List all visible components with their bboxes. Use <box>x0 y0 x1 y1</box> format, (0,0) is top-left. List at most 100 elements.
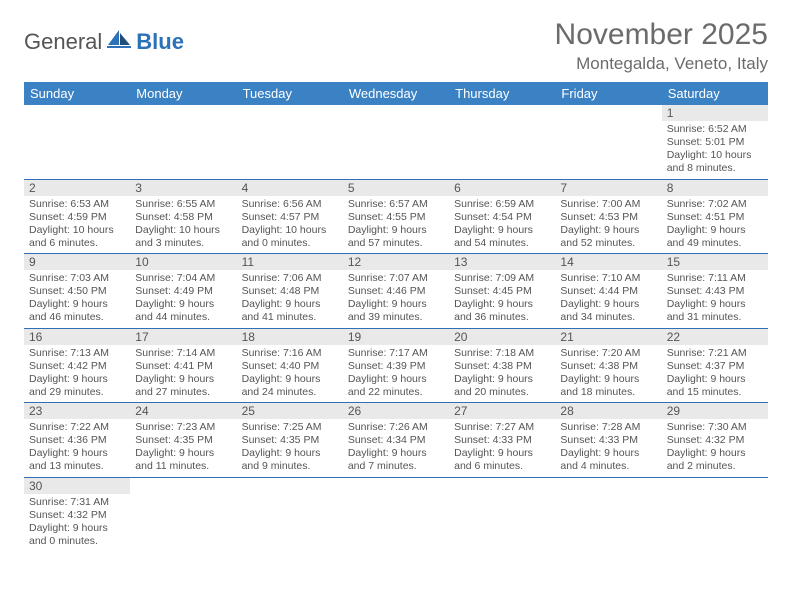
day-details: Sunrise: 7:10 AMSunset: 4:44 PMDaylight:… <box>555 270 661 328</box>
calendar-cell <box>343 105 449 179</box>
day-details: Sunrise: 7:18 AMSunset: 4:38 PMDaylight:… <box>449 345 555 403</box>
calendar-cell <box>449 477 555 551</box>
day-number: 16 <box>24 329 130 345</box>
day-number: 22 <box>662 329 768 345</box>
calendar-cell: 25Sunrise: 7:25 AMSunset: 4:35 PMDayligh… <box>237 403 343 478</box>
day-details: Sunrise: 6:52 AMSunset: 5:01 PMDaylight:… <box>662 121 768 179</box>
day-number: 12 <box>343 254 449 270</box>
day-details: Sunrise: 7:28 AMSunset: 4:33 PMDaylight:… <box>555 419 661 477</box>
day-details: Sunrise: 7:13 AMSunset: 4:42 PMDaylight:… <box>24 345 130 403</box>
day-details: Sunrise: 7:16 AMSunset: 4:40 PMDaylight:… <box>237 345 343 403</box>
calendar-cell: 15Sunrise: 7:11 AMSunset: 4:43 PMDayligh… <box>662 254 768 329</box>
calendar-cell: 28Sunrise: 7:28 AMSunset: 4:33 PMDayligh… <box>555 403 661 478</box>
day-details: Sunrise: 7:26 AMSunset: 4:34 PMDaylight:… <box>343 419 449 477</box>
day-number: 11 <box>237 254 343 270</box>
calendar-cell: 10Sunrise: 7:04 AMSunset: 4:49 PMDayligh… <box>130 254 236 329</box>
day-details: Sunrise: 7:30 AMSunset: 4:32 PMDaylight:… <box>662 419 768 477</box>
calendar-cell: 24Sunrise: 7:23 AMSunset: 4:35 PMDayligh… <box>130 403 236 478</box>
day-details: Sunrise: 7:31 AMSunset: 4:32 PMDaylight:… <box>24 494 130 552</box>
day-number: 7 <box>555 180 661 196</box>
calendar-week: 1Sunrise: 6:52 AMSunset: 5:01 PMDaylight… <box>24 105 768 179</box>
column-header: Thursday <box>449 82 555 105</box>
day-details: Sunrise: 7:22 AMSunset: 4:36 PMDaylight:… <box>24 419 130 477</box>
day-number: 24 <box>130 403 236 419</box>
day-number: 20 <box>449 329 555 345</box>
calendar-cell: 29Sunrise: 7:30 AMSunset: 4:32 PMDayligh… <box>662 403 768 478</box>
sail-icon <box>106 28 132 55</box>
day-details: Sunrise: 7:23 AMSunset: 4:35 PMDaylight:… <box>130 419 236 477</box>
calendar-cell: 27Sunrise: 7:27 AMSunset: 4:33 PMDayligh… <box>449 403 555 478</box>
day-number: 27 <box>449 403 555 419</box>
calendar-body: 1Sunrise: 6:52 AMSunset: 5:01 PMDaylight… <box>24 105 768 551</box>
day-number: 3 <box>130 180 236 196</box>
day-number: 2 <box>24 180 130 196</box>
calendar-cell: 5Sunrise: 6:57 AMSunset: 4:55 PMDaylight… <box>343 179 449 254</box>
calendar-cell: 20Sunrise: 7:18 AMSunset: 4:38 PMDayligh… <box>449 328 555 403</box>
calendar-cell: 8Sunrise: 7:02 AMSunset: 4:51 PMDaylight… <box>662 179 768 254</box>
header-row: General Blue November 2025 Montegalda, V… <box>24 18 768 74</box>
calendar-cell <box>555 477 661 551</box>
calendar-cell: 18Sunrise: 7:16 AMSunset: 4:40 PMDayligh… <box>237 328 343 403</box>
calendar-cell <box>130 105 236 179</box>
calendar-cell <box>24 105 130 179</box>
day-details: Sunrise: 6:56 AMSunset: 4:57 PMDaylight:… <box>237 196 343 254</box>
day-number: 23 <box>24 403 130 419</box>
calendar-table: SundayMondayTuesdayWednesdayThursdayFrid… <box>24 82 768 551</box>
calendar-week: 16Sunrise: 7:13 AMSunset: 4:42 PMDayligh… <box>24 328 768 403</box>
day-number: 26 <box>343 403 449 419</box>
calendar-cell: 9Sunrise: 7:03 AMSunset: 4:50 PMDaylight… <box>24 254 130 329</box>
column-header: Saturday <box>662 82 768 105</box>
day-number: 30 <box>24 478 130 494</box>
column-header: Sunday <box>24 82 130 105</box>
calendar-cell <box>555 105 661 179</box>
calendar-cell <box>237 105 343 179</box>
calendar-cell: 12Sunrise: 7:07 AMSunset: 4:46 PMDayligh… <box>343 254 449 329</box>
calendar-cell <box>237 477 343 551</box>
day-details: Sunrise: 7:04 AMSunset: 4:49 PMDaylight:… <box>130 270 236 328</box>
day-number: 13 <box>449 254 555 270</box>
calendar-week: 30Sunrise: 7:31 AMSunset: 4:32 PMDayligh… <box>24 477 768 551</box>
calendar-cell: 19Sunrise: 7:17 AMSunset: 4:39 PMDayligh… <box>343 328 449 403</box>
calendar-week: 23Sunrise: 7:22 AMSunset: 4:36 PMDayligh… <box>24 403 768 478</box>
calendar-week: 9Sunrise: 7:03 AMSunset: 4:50 PMDaylight… <box>24 254 768 329</box>
day-number: 9 <box>24 254 130 270</box>
logo-text-general: General <box>24 29 102 55</box>
day-details: Sunrise: 7:17 AMSunset: 4:39 PMDaylight:… <box>343 345 449 403</box>
day-number: 25 <box>237 403 343 419</box>
header-right: November 2025 Montegalda, Veneto, Italy <box>555 18 768 74</box>
calendar-cell: 21Sunrise: 7:20 AMSunset: 4:38 PMDayligh… <box>555 328 661 403</box>
day-number: 4 <box>237 180 343 196</box>
day-details: Sunrise: 7:06 AMSunset: 4:48 PMDaylight:… <box>237 270 343 328</box>
location-text: Montegalda, Veneto, Italy <box>555 54 768 74</box>
calendar-cell <box>130 477 236 551</box>
calendar-cell <box>662 477 768 551</box>
calendar-cell: 6Sunrise: 6:59 AMSunset: 4:54 PMDaylight… <box>449 179 555 254</box>
day-number: 28 <box>555 403 661 419</box>
day-details: Sunrise: 7:09 AMSunset: 4:45 PMDaylight:… <box>449 270 555 328</box>
calendar-cell: 30Sunrise: 7:31 AMSunset: 4:32 PMDayligh… <box>24 477 130 551</box>
calendar-header: SundayMondayTuesdayWednesdayThursdayFrid… <box>24 82 768 105</box>
calendar-cell: 11Sunrise: 7:06 AMSunset: 4:48 PMDayligh… <box>237 254 343 329</box>
calendar-cell: 22Sunrise: 7:21 AMSunset: 4:37 PMDayligh… <box>662 328 768 403</box>
calendar-cell <box>343 477 449 551</box>
day-number: 21 <box>555 329 661 345</box>
day-details: Sunrise: 7:14 AMSunset: 4:41 PMDaylight:… <box>130 345 236 403</box>
calendar-week: 2Sunrise: 6:53 AMSunset: 4:59 PMDaylight… <box>24 179 768 254</box>
day-details: Sunrise: 6:55 AMSunset: 4:58 PMDaylight:… <box>130 196 236 254</box>
day-number: 17 <box>130 329 236 345</box>
day-number: 29 <box>662 403 768 419</box>
calendar-page: General Blue November 2025 Montegalda, V… <box>0 0 792 569</box>
calendar-cell: 1Sunrise: 6:52 AMSunset: 5:01 PMDaylight… <box>662 105 768 179</box>
day-details: Sunrise: 6:59 AMSunset: 4:54 PMDaylight:… <box>449 196 555 254</box>
day-number: 18 <box>237 329 343 345</box>
day-details: Sunrise: 7:00 AMSunset: 4:53 PMDaylight:… <box>555 196 661 254</box>
day-number: 6 <box>449 180 555 196</box>
day-number: 19 <box>343 329 449 345</box>
logo-text-blue: Blue <box>136 29 184 55</box>
calendar-cell: 26Sunrise: 7:26 AMSunset: 4:34 PMDayligh… <box>343 403 449 478</box>
day-details: Sunrise: 7:27 AMSunset: 4:33 PMDaylight:… <box>449 419 555 477</box>
day-number: 15 <box>662 254 768 270</box>
column-header: Wednesday <box>343 82 449 105</box>
day-number: 10 <box>130 254 236 270</box>
day-details: Sunrise: 6:53 AMSunset: 4:59 PMDaylight:… <box>24 196 130 254</box>
